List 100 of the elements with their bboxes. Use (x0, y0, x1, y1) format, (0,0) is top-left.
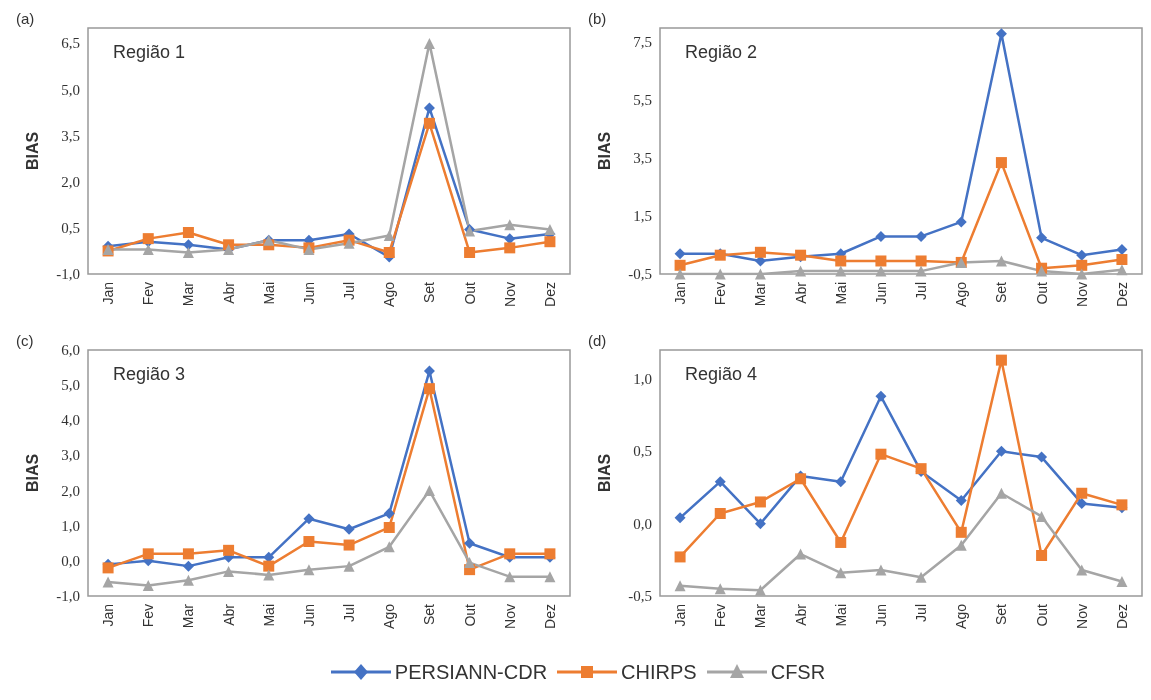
point (875, 255, 887, 267)
x-tick-label: Abr (792, 281, 809, 304)
legend-label: CFSR (770, 660, 826, 684)
point (1036, 510, 1048, 522)
text: (b) (588, 10, 607, 27)
point (674, 268, 686, 280)
point (383, 246, 395, 258)
point (674, 580, 686, 592)
x-tick-label: Out (1033, 281, 1050, 305)
point (1036, 451, 1048, 463)
y-tick-label: 7,5 (633, 34, 652, 51)
point (142, 579, 154, 591)
text: Região 4 (685, 364, 758, 384)
point (754, 496, 766, 508)
point (182, 239, 194, 251)
y-tick-label: 5,0 (61, 377, 80, 394)
x-tick-label: Dez (541, 604, 558, 629)
point (754, 246, 766, 258)
x-tick-label: Jul (341, 604, 358, 622)
point (544, 236, 556, 248)
point (142, 548, 154, 560)
point (383, 507, 395, 519)
point (504, 571, 516, 583)
x-tick-label: Set (993, 281, 1010, 304)
y-axis-title: BIAS (595, 453, 613, 493)
x-tick-label: Jan (672, 282, 689, 305)
point (383, 230, 395, 242)
point (795, 548, 807, 560)
point (754, 518, 766, 530)
point (343, 560, 355, 572)
y-tick-label: 6,5 (61, 35, 80, 52)
point (1076, 268, 1088, 280)
point (464, 246, 476, 258)
y-tick-label: 2,0 (61, 173, 80, 190)
point (102, 562, 114, 574)
point (263, 569, 275, 581)
point (995, 487, 1007, 499)
y-axis-title: BIAS (23, 453, 41, 493)
point (995, 354, 1007, 366)
point (875, 448, 887, 460)
point (464, 537, 476, 549)
point (1036, 549, 1048, 561)
point (674, 551, 686, 563)
point (674, 512, 686, 524)
point (915, 265, 927, 277)
x-tick-label: Abr (220, 281, 237, 304)
x-tick-label: Set (993, 603, 1010, 626)
point (504, 242, 516, 254)
point (795, 265, 807, 277)
legend-label: PERSIANN-CDR (394, 660, 548, 684)
point (674, 259, 686, 271)
y-tick-label: 3,5 (61, 127, 80, 144)
point (343, 523, 355, 535)
y-tick-label: 0,5 (61, 219, 80, 236)
x-tick-label: Dez (541, 282, 558, 307)
point (182, 560, 194, 572)
point (1076, 249, 1088, 261)
y-tick-label: 6,0 (61, 342, 80, 358)
point (875, 390, 887, 402)
y-axis-title: BIAS (23, 131, 41, 171)
point (674, 248, 686, 260)
point (423, 485, 435, 497)
point (182, 548, 194, 560)
x-tick-label: Mai (832, 604, 849, 627)
x-tick-label: Jun (300, 604, 317, 627)
y-tick-label: 4,0 (61, 412, 80, 429)
point (182, 246, 194, 258)
x-tick-label: Mar (752, 603, 769, 629)
point (303, 513, 315, 525)
point (955, 526, 967, 538)
point (915, 230, 927, 242)
x-tick-label: Nov (1073, 604, 1090, 629)
point (1076, 497, 1088, 509)
point (303, 564, 315, 576)
point (423, 102, 435, 114)
y-tick-label: 1,0 (633, 370, 652, 387)
point (875, 230, 887, 242)
y-tick-label: 1,0 (61, 517, 80, 534)
point (835, 476, 847, 488)
x-tick-label: Nov (501, 604, 518, 629)
x-tick-label: Out (1033, 603, 1050, 627)
point (875, 564, 887, 576)
text: Região 3 (113, 364, 186, 384)
point (1116, 264, 1128, 276)
point (423, 365, 435, 377)
x-tick-label: Nov (1073, 282, 1090, 307)
y-tick-label: 0,0 (61, 552, 80, 569)
point (1116, 576, 1128, 588)
x-tick-label: Mai (260, 604, 277, 627)
point (955, 216, 967, 228)
point (303, 536, 315, 548)
x-tick-label: Ago (381, 281, 398, 307)
point (714, 476, 726, 488)
point (1076, 259, 1088, 271)
point (915, 255, 927, 267)
point (714, 583, 726, 595)
x-tick-label: Jul (913, 282, 930, 300)
point (835, 255, 847, 267)
x-tick-label: Nov (501, 282, 518, 307)
y-tick-label: 2,0 (61, 482, 80, 499)
